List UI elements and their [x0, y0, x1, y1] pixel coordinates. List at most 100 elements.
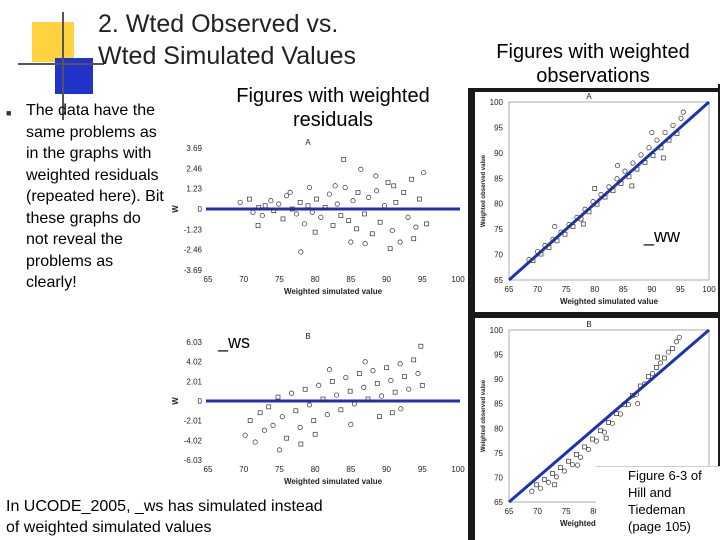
- data-point: [257, 410, 263, 416]
- data-point: [418, 343, 424, 349]
- data-point: [629, 183, 635, 189]
- y-tick-label: 95: [494, 123, 503, 132]
- x-tick-label: 70: [239, 465, 248, 474]
- chart-weighted-observations-a: A 65 70 75 80 85 90 95 100 100 95 90 85 80 75 70 65 Weigh…: [475, 92, 718, 312]
- x-tick-label: 65: [505, 507, 514, 516]
- x-tick-label: 80: [590, 507, 599, 516]
- data-point: [658, 145, 664, 151]
- y-tick-label: 75: [494, 449, 503, 458]
- data-point: [654, 137, 660, 143]
- data-point: [545, 479, 551, 485]
- decor-yellow-square: [32, 22, 74, 62]
- bullet-text: The data have the same problems as in th…: [26, 102, 164, 291]
- data-point: [320, 396, 326, 402]
- data-point: [646, 145, 652, 151]
- data-point: [262, 203, 268, 209]
- panel-letter: A: [586, 92, 592, 101]
- data-point: [566, 458, 571, 464]
- x-tick-label: 100: [451, 465, 465, 474]
- data-point: [275, 394, 281, 400]
- data-point: [666, 137, 672, 143]
- y-axis-label: W: [171, 205, 180, 213]
- data-point: [326, 367, 332, 373]
- y-tick-label: 70: [494, 473, 503, 482]
- data-point: [312, 229, 318, 235]
- data-point: [615, 163, 621, 169]
- x-axis-label: Weighted simulated value: [560, 297, 659, 306]
- x-tick-label: 80: [590, 285, 599, 294]
- data-point: [322, 204, 328, 210]
- data-point: [256, 204, 262, 210]
- data-point: [562, 231, 568, 237]
- data-point: [387, 246, 393, 252]
- data-point: [603, 435, 609, 441]
- data-point: [289, 390, 295, 396]
- y-tick-label: 70: [494, 251, 503, 260]
- data-point: [381, 203, 387, 209]
- data-point: [362, 211, 367, 217]
- data-point: [401, 190, 407, 195]
- y-tick-label: 90: [494, 149, 503, 158]
- data-point: [417, 196, 422, 202]
- data-point: [398, 406, 404, 412]
- y-tick-label: 75: [494, 225, 503, 234]
- x-tick-label: 65: [204, 465, 213, 474]
- data-point: [305, 203, 311, 209]
- data-point: [324, 412, 330, 418]
- data-point: [293, 408, 299, 414]
- data-point: [287, 189, 293, 196]
- data-point: [374, 381, 380, 386]
- y-tick-label: -3.69: [184, 266, 203, 275]
- data-point: [678, 115, 684, 121]
- one-to-one-line: [508, 328, 710, 504]
- data-point: [247, 418, 253, 423]
- data-point: [419, 382, 425, 388]
- data-point: [590, 199, 596, 205]
- x-tick-label: 75: [562, 507, 571, 516]
- data-point: [530, 258, 536, 264]
- data-point: [301, 221, 307, 227]
- data-point: [294, 211, 300, 217]
- y-tick-label: 80: [494, 200, 503, 209]
- data-point: [529, 488, 535, 494]
- x-tick-label: 75: [562, 285, 571, 294]
- data-point: [580, 221, 586, 227]
- data-point: [670, 346, 675, 352]
- y-tick-label: 80: [494, 424, 503, 433]
- data-point: [366, 194, 372, 200]
- data-point: [421, 170, 427, 176]
- data-point: [348, 421, 354, 428]
- data-point: [538, 251, 544, 257]
- heading-weighted-observations: Figures with weighted observations: [468, 40, 718, 88]
- data-point: [635, 401, 641, 407]
- data-point: [660, 155, 666, 161]
- data-point: [582, 206, 588, 212]
- data-point: [266, 404, 272, 410]
- chart-weighted-residuals-b: B 65 70 75 80 85 90 95 100 6.03 4.02 2.01 0 -2.01 -4.0…: [171, 332, 465, 486]
- data-point: [646, 374, 651, 380]
- x-tick-label: 65: [204, 275, 213, 284]
- ucode-note: In UCODE_2005, _ws has simulated instead…: [6, 498, 323, 536]
- data-point: [358, 166, 364, 172]
- decor-vertical-line: [62, 12, 64, 120]
- data-point: [354, 226, 359, 232]
- data-point: [298, 441, 304, 447]
- data-point: [389, 410, 395, 416]
- x-tick-label: 85: [346, 465, 355, 474]
- y-tick-label: 65: [494, 498, 503, 507]
- data-point: [242, 432, 248, 438]
- data-point: [342, 184, 348, 191]
- data-point: [622, 168, 628, 174]
- y-tick-label: -4.02: [184, 436, 203, 445]
- y-tick-label: 100: [490, 326, 504, 335]
- data-point: [350, 198, 356, 204]
- data-point: [377, 219, 383, 225]
- y-tick-label: -2.01: [184, 417, 203, 426]
- data-point: [297, 200, 303, 205]
- data-point: [633, 391, 639, 397]
- data-point: [348, 239, 354, 245]
- data-point: [365, 396, 371, 402]
- heading-weighted-residuals: Figures with weighted residuals: [236, 85, 430, 131]
- y-tick-label: 2.46: [186, 164, 202, 173]
- y-tick-label: -1.23: [184, 225, 203, 234]
